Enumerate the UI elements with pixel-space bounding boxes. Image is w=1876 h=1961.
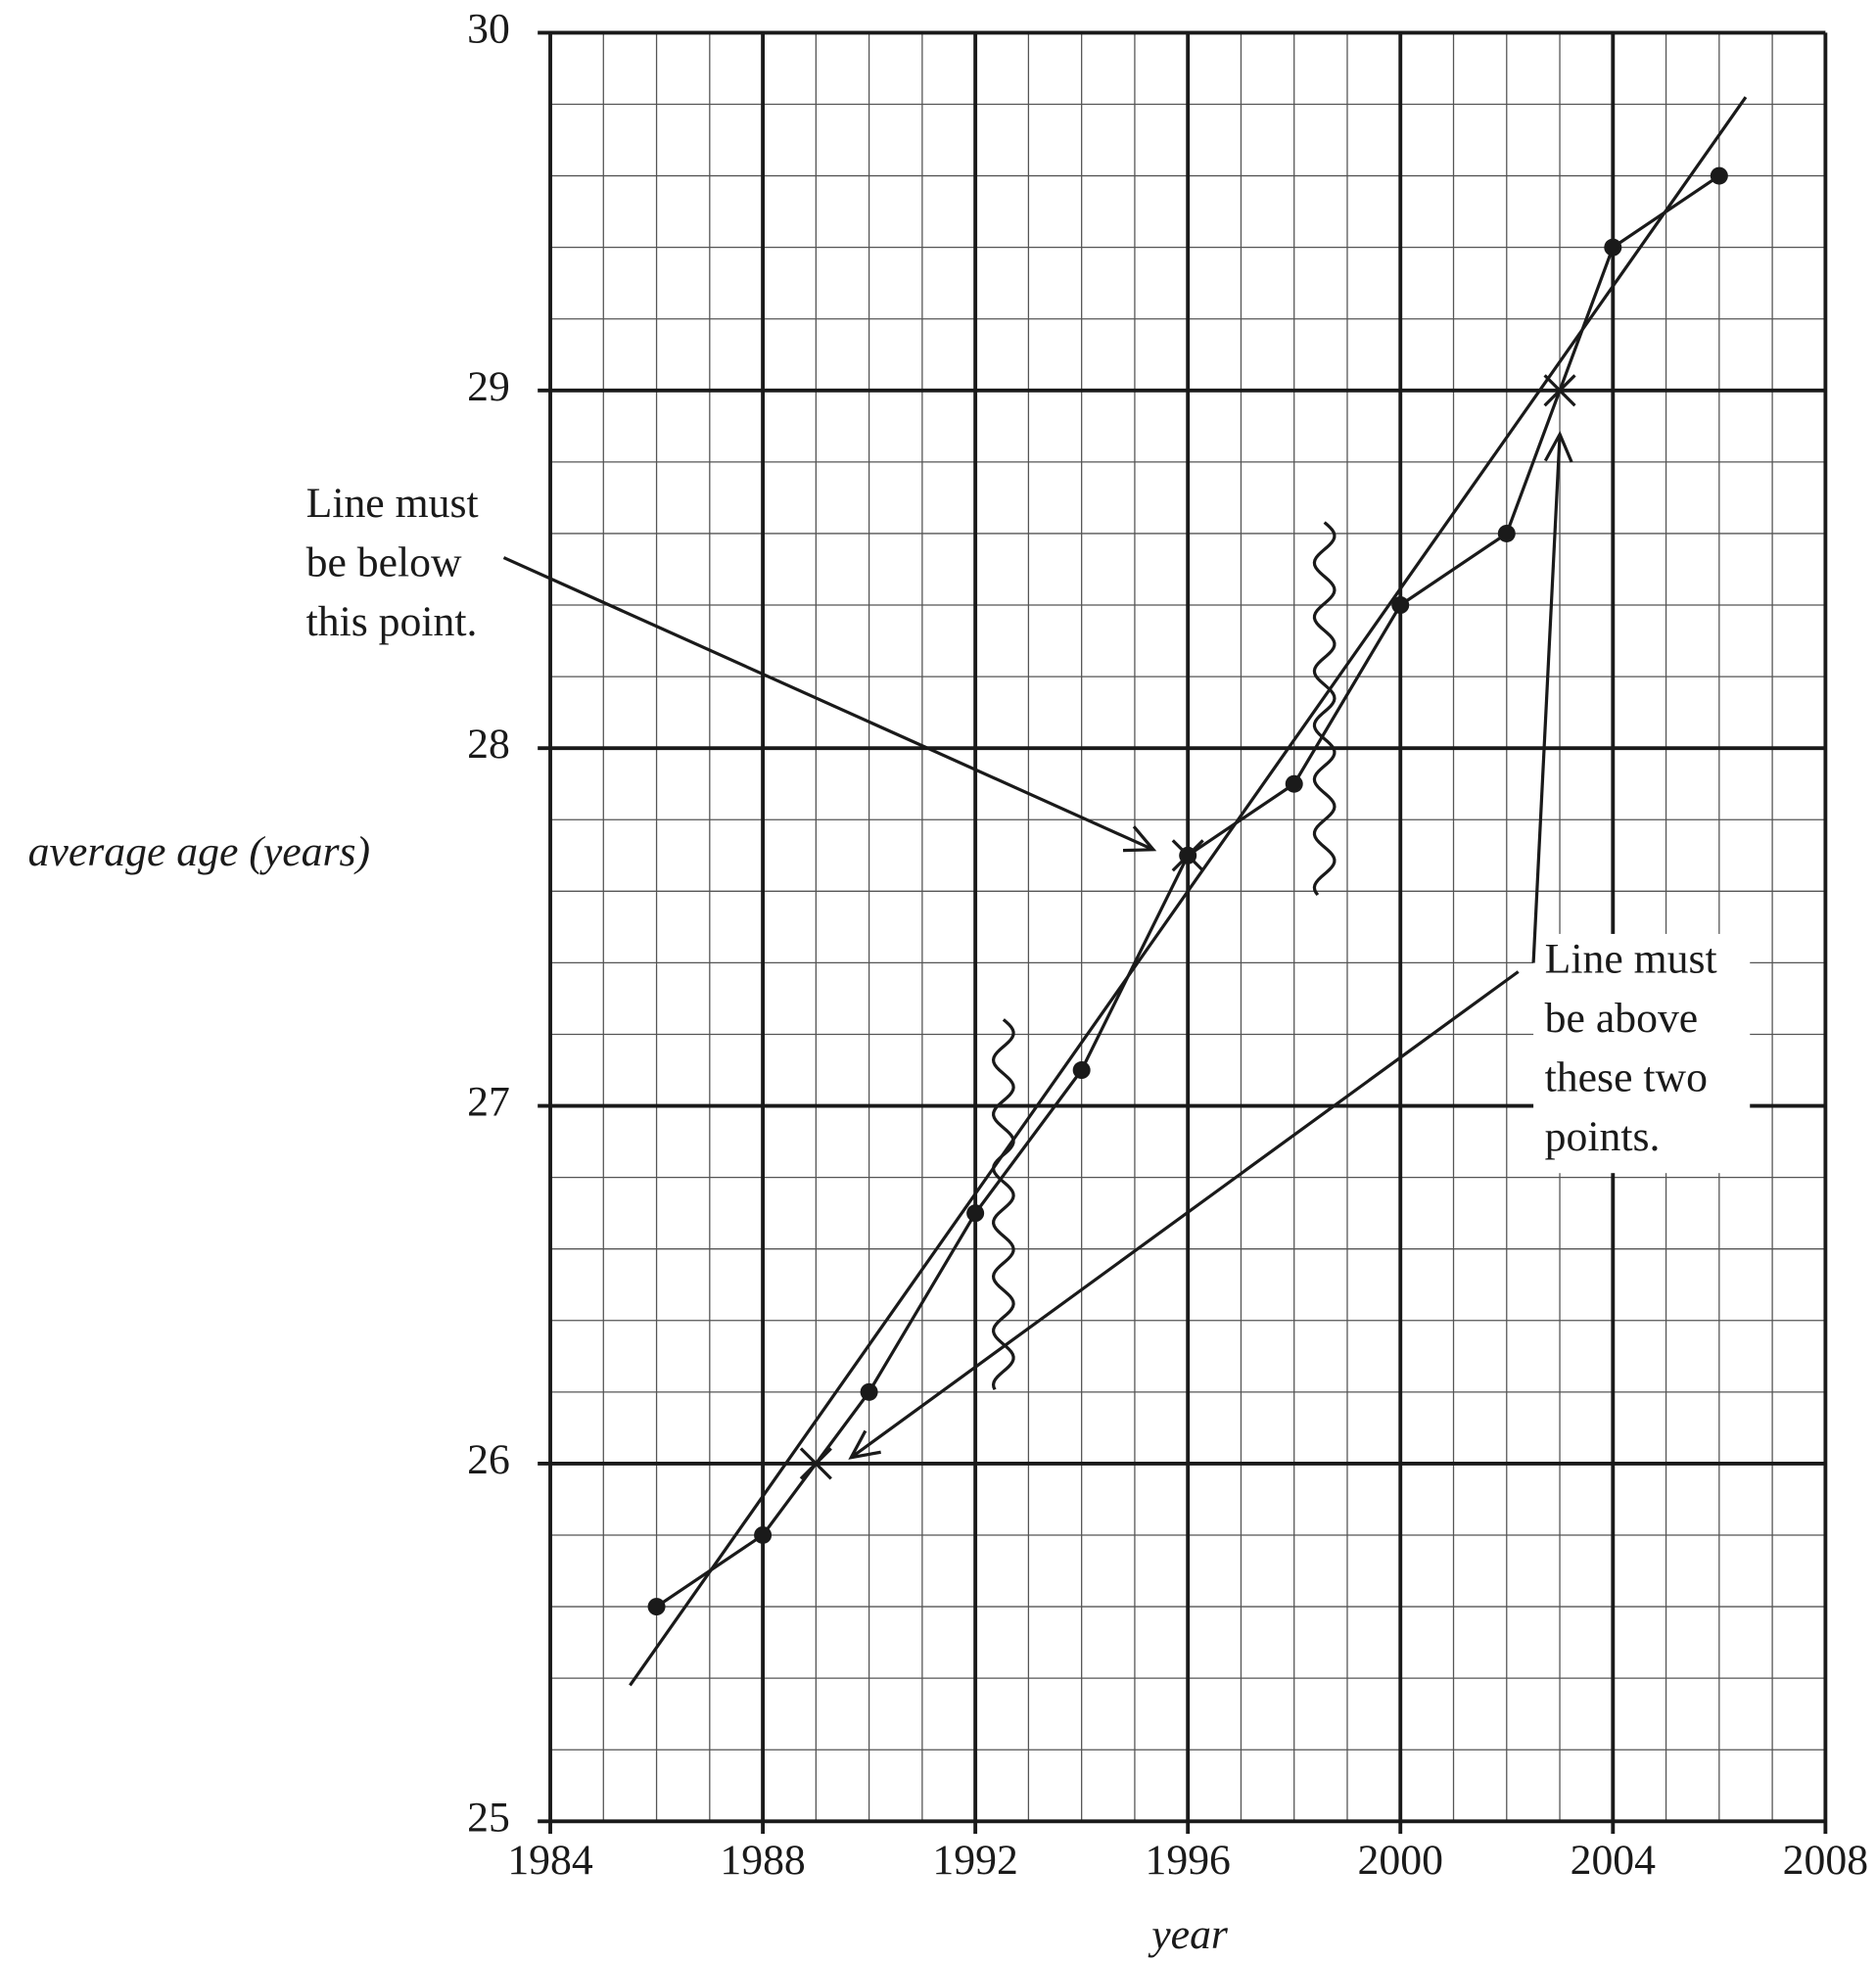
x-tick-label: 2008: [1783, 1837, 1868, 1884]
x-tick-label: 1996: [1145, 1837, 1230, 1884]
annotation-box: [1533, 933, 1751, 1174]
arrow-line: [850, 970, 1520, 1460]
data-point: [1391, 596, 1410, 615]
arrow-line: [502, 556, 1154, 852]
arrow-head: [1122, 825, 1157, 853]
wavy-line: [1312, 521, 1337, 897]
best-fit-line: [629, 96, 1748, 1687]
x-tick-label: 2000: [1358, 1837, 1443, 1884]
data-point: [754, 1525, 773, 1544]
annotation-text: points.: [1545, 1113, 1661, 1160]
annotation-text: these two: [1545, 1053, 1708, 1100]
data-point: [860, 1382, 878, 1401]
data-point: [1497, 524, 1516, 542]
x-axis-label: year: [1148, 1911, 1229, 1958]
x-tick-label: 1984: [507, 1837, 593, 1884]
y-tick-label: 30: [467, 5, 510, 52]
x-tick-label: 1988: [720, 1837, 805, 1884]
cross-point: [1171, 839, 1204, 872]
arrow-head: [1543, 430, 1573, 463]
data-point: [1072, 1061, 1091, 1080]
y-tick-label: 27: [467, 1079, 510, 1126]
y-tick-label: 26: [467, 1436, 510, 1483]
annotation-text: be above: [1545, 995, 1699, 1042]
y-tick-label: 29: [467, 363, 510, 410]
data-point: [966, 1204, 985, 1223]
annotation-text: Line must: [306, 480, 479, 527]
x-tick-label: 2004: [1571, 1837, 1657, 1884]
cross-point: [799, 1447, 832, 1480]
annotation-text: this point.: [306, 598, 478, 645]
y-axis-label: average age (years): [28, 828, 370, 875]
grid: [538, 30, 1828, 1835]
annotation-text: be below: [306, 539, 462, 586]
annotation-text: Line must: [1545, 936, 1717, 983]
arrow-head: [848, 1429, 881, 1460]
y-tick-label: 25: [467, 1794, 510, 1841]
x-tick-label: 1992: [932, 1837, 1017, 1884]
data-point: [1285, 774, 1303, 793]
data-point: [1710, 166, 1728, 185]
arrow-line: [1531, 434, 1562, 963]
data-point: [647, 1598, 666, 1616]
data-point: [1604, 238, 1622, 257]
cross-point: [1543, 374, 1576, 407]
wavy-line: [991, 1018, 1015, 1390]
y-tick-label: 28: [467, 721, 510, 768]
marks: [502, 96, 1751, 1687]
